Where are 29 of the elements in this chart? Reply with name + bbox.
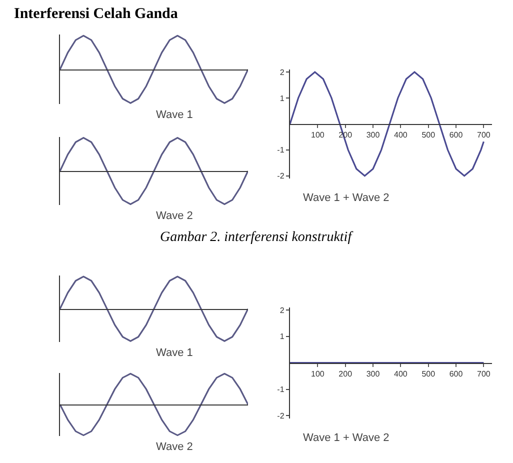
chart-title: Interferensi Celah Ganda <box>14 6 178 22</box>
y-tick-label: 1 <box>280 332 285 342</box>
y-tick-label: -2 <box>277 172 285 181</box>
text: Gambar 2. interferensi konstruktif <box>160 230 354 245</box>
x-axis-title: Wave 1 <box>156 109 193 121</box>
x-tick-label: 300 <box>366 130 380 140</box>
x-axis-title: Wave 1 + Wave 2 <box>303 192 390 204</box>
y-tick-label: 2 <box>280 306 285 315</box>
x-tick-label: 700 <box>477 130 491 140</box>
x-axis-title: Wave 1 + Wave 2 <box>303 432 390 444</box>
x-tick-label: 600 <box>449 369 464 378</box>
x-tick-label: 100 <box>310 369 325 378</box>
x-tick-label: 200 <box>338 369 353 378</box>
x-tick-label: 400 <box>394 369 408 378</box>
x-axis-title: Wave 1 <box>156 347 193 359</box>
x-tick-label: 100 <box>310 130 325 140</box>
y-tick-label: -1 <box>277 385 285 394</box>
x-tick-label: 300 <box>366 369 380 378</box>
x-tick-label: 500 <box>422 369 436 378</box>
y-tick-label: 2 <box>280 68 285 77</box>
y-tick-label: 1 <box>280 94 285 103</box>
x-tick-label: 600 <box>449 130 464 140</box>
x-tick-label: 400 <box>394 130 408 140</box>
y-tick-label: -2 <box>277 412 285 421</box>
y-tick-label: -1 <box>277 146 285 155</box>
x-tick-label: 500 <box>422 130 436 140</box>
x-axis-title: Wave 2 <box>156 210 193 222</box>
x-axis-title: Wave 2 <box>156 441 193 453</box>
x-tick-label: 700 <box>477 369 491 378</box>
